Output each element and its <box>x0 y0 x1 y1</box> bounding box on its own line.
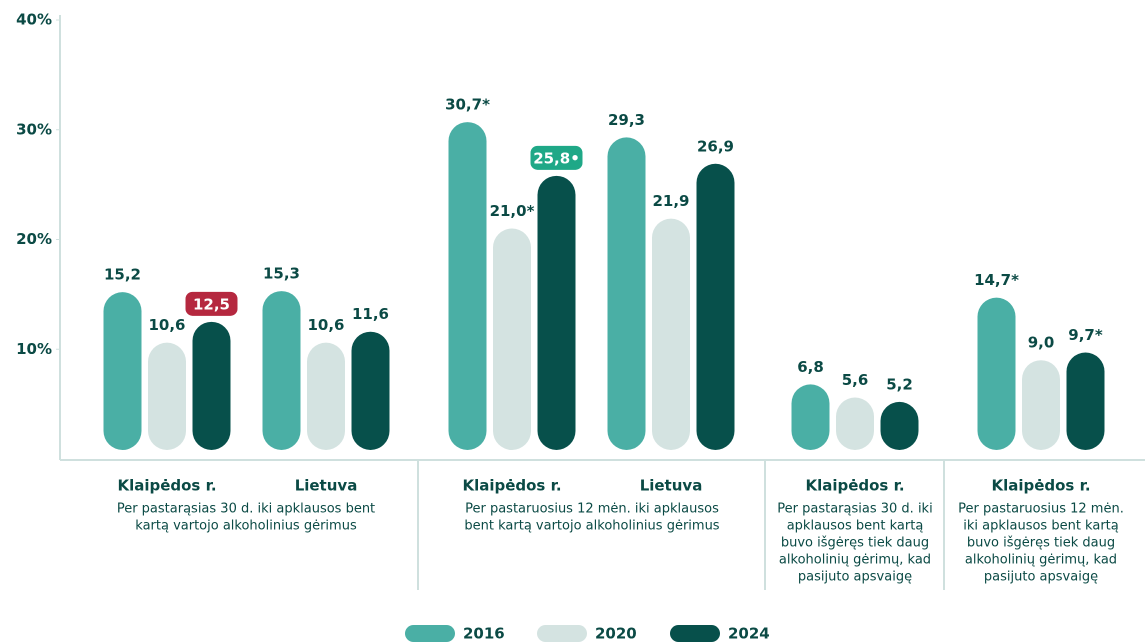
value-badge <box>185 291 238 316</box>
bar <box>791 384 830 450</box>
bar <box>1066 352 1105 450</box>
value-label: 15,2 <box>104 266 141 284</box>
category-label: Klaipėdos r. <box>805 477 904 495</box>
bar <box>351 331 390 450</box>
value-label: 15,3 <box>263 265 300 283</box>
value-label: 25,8• <box>533 149 580 167</box>
legend-label: 2024 <box>728 625 770 643</box>
value-label: 30,7* <box>445 96 490 114</box>
section-description: alkoholinių gėrimų, kad <box>779 553 931 568</box>
value-label: 9,0 <box>1028 334 1055 352</box>
section-description: Per pastarąsias 30 d. iki <box>777 502 932 517</box>
bar <box>192 321 231 450</box>
bar <box>880 401 919 450</box>
category-label: Klaipėdos r. <box>991 477 1090 495</box>
section-description: bent kartą vartojo alkoholinius gėrimus <box>464 519 719 534</box>
y-tick-label: 20% <box>16 230 52 248</box>
value-label: 10,6 <box>148 316 185 334</box>
bar <box>103 292 142 450</box>
value-label: 26,9 <box>697 137 734 155</box>
value-label: 5,6 <box>842 371 869 389</box>
bar <box>607 137 646 450</box>
category-label: Lietuva <box>295 477 358 495</box>
y-tick-label: 30% <box>16 120 52 138</box>
bar <box>537 175 576 450</box>
value-label: 11,6 <box>352 305 389 323</box>
section-description: alkoholinių gėrimų, kad <box>965 553 1117 568</box>
section-description: buvo išgėręs tiek daug <box>781 536 929 551</box>
section-description: Per pastarąsias 30 d. iki apklausos bent <box>117 502 375 517</box>
value-badge <box>530 145 583 170</box>
section-description: Per pastaruosius 12 mėn. iki apklausos <box>465 502 719 517</box>
category-label: Lietuva <box>640 477 703 495</box>
value-label: 12,5 <box>193 295 230 313</box>
value-label: 29,3 <box>608 111 645 129</box>
bar <box>1022 360 1060 450</box>
bar <box>262 291 301 450</box>
section-description: pasijuto apsvaigę <box>798 570 912 585</box>
bar <box>696 163 735 450</box>
value-label: 6,8 <box>797 358 824 376</box>
section-description: buvo išgėręs tiek daug <box>967 536 1115 551</box>
bar <box>836 397 874 450</box>
category-label: Klaipėdos r. <box>462 477 561 495</box>
legend-swatch <box>405 625 455 642</box>
legend-swatch <box>670 625 720 642</box>
value-label: 21,0* <box>490 202 535 220</box>
section-description: iki apklausos bent kartą <box>963 519 1119 534</box>
value-label: 21,9 <box>652 192 689 210</box>
category-label: Klaipėdos r. <box>117 477 216 495</box>
value-label: 10,6 <box>307 316 344 334</box>
y-tick-label: 10% <box>16 340 52 358</box>
bar <box>448 122 487 450</box>
legend-label: 2020 <box>595 625 637 643</box>
bar <box>652 218 690 450</box>
bar <box>307 342 345 450</box>
section-description: pasijuto apsvaigę <box>984 570 1098 585</box>
value-label: 9,7* <box>1068 326 1103 344</box>
legend-label: 2016 <box>463 625 505 643</box>
section-description: Per pastaruosius 12 mėn. <box>958 502 1124 517</box>
value-label: 14,7* <box>974 271 1019 289</box>
legend-swatch <box>537 625 587 642</box>
y-tick-label: 40% <box>16 11 52 29</box>
bar <box>148 342 186 450</box>
section-description: kartą vartojo alkoholinius gėrimus <box>135 519 357 534</box>
value-label: 5,2 <box>886 375 913 393</box>
section-description: apklausos bent kartą <box>787 519 924 534</box>
bar <box>977 297 1016 450</box>
bar <box>493 228 531 450</box>
